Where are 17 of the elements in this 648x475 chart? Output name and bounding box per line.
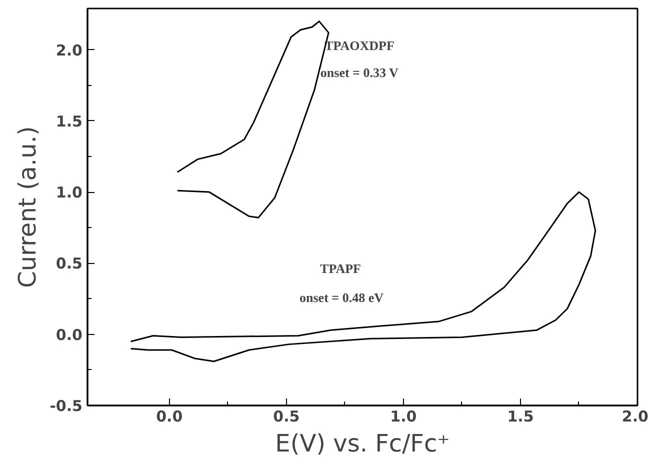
x-tick-label: 0.0 (156, 408, 183, 426)
x-tick-label: 0.5 (273, 408, 300, 426)
annotation: TPAPF (320, 261, 362, 276)
line-series (130, 191, 596, 362)
x-tick-label: 1.0 (390, 408, 417, 426)
annotation: onset = 0.48 eV (300, 290, 384, 305)
y-axis-title: Current (a.u.) (14, 126, 42, 288)
annotation: onset = 0.33 V (320, 65, 399, 80)
y-tick-label: 0.5 (56, 254, 83, 273)
y-tick-label: 1.0 (56, 184, 83, 202)
x-tick-label: 1.5 (507, 408, 534, 426)
y-tick-label: 2.0 (56, 41, 83, 60)
y-tick-label: 0.0 (56, 326, 83, 344)
y-tick-label: -0.5 (50, 397, 83, 415)
x-tick-label: 2.0 (622, 408, 648, 426)
y-tick-label: 1.5 (56, 112, 83, 130)
x-axis-title: E(V) vs. Fc/Fc⁺ (275, 430, 450, 458)
